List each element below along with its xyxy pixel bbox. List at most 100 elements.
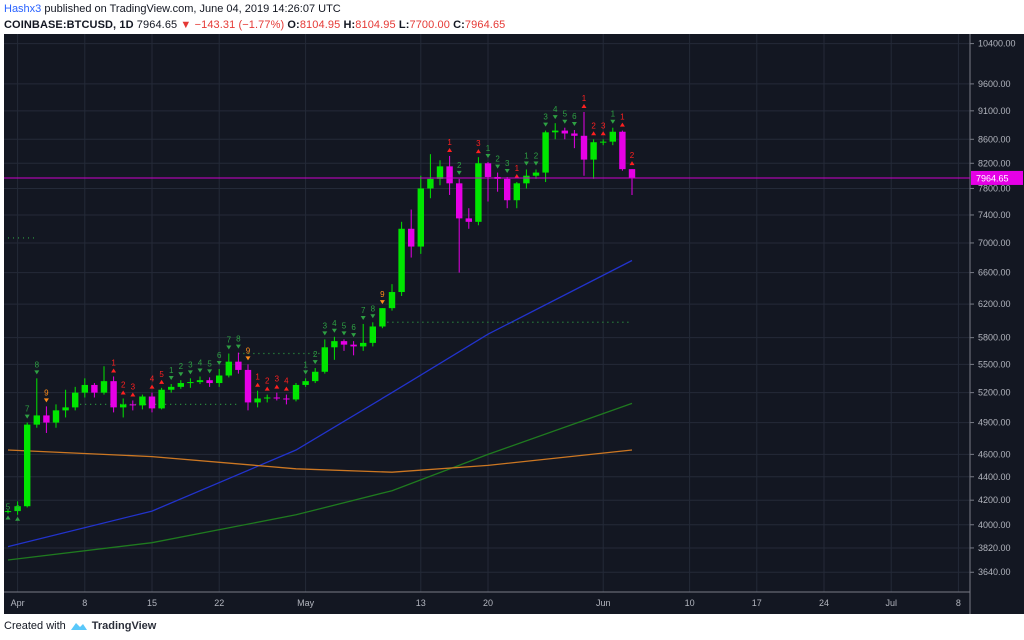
candle-body	[273, 397, 280, 399]
td-arrow	[149, 384, 155, 389]
td-arrow	[197, 368, 203, 373]
candle-body	[24, 424, 31, 507]
td-arrow	[216, 360, 222, 365]
td-arrow	[562, 119, 568, 124]
td-count-label: 2	[630, 151, 635, 160]
candle-body	[532, 172, 540, 176]
td-count-label: 2	[591, 121, 596, 130]
candle-body	[350, 344, 357, 347]
low-value: 7700.00	[409, 19, 450, 31]
td-count-label: 3	[131, 382, 136, 391]
candle-body	[139, 396, 146, 406]
candle-body	[398, 228, 405, 293]
candle-body	[571, 133, 578, 136]
td-arrow	[619, 122, 625, 127]
candle-body	[244, 369, 252, 403]
td-arrow	[351, 333, 357, 338]
candle-body	[235, 361, 242, 370]
high-label: H:	[343, 19, 356, 31]
td-count-label: 6	[15, 504, 20, 513]
td-arrow	[360, 315, 366, 320]
candle-body	[446, 166, 453, 184]
td-arrow	[187, 370, 193, 375]
candle-body	[14, 506, 21, 512]
td-arrow	[264, 386, 270, 391]
td-arrow	[274, 384, 280, 389]
x-tick-label: Apr	[11, 598, 25, 608]
td-count-label: 1	[303, 360, 308, 369]
td-arrow	[322, 331, 328, 336]
change-text: −143.31 (−1.77%)	[194, 19, 285, 31]
td-count-label: 4	[284, 377, 289, 386]
price-axis-background	[970, 34, 1024, 614]
td-count-label: 6	[217, 351, 222, 360]
author-name[interactable]: Hashx3	[4, 3, 42, 15]
moving-average-line	[7, 402, 633, 561]
candle-body	[484, 163, 492, 177]
x-tick-label: 13	[416, 598, 426, 608]
x-tick-label: May	[297, 598, 315, 608]
td-count-label: 3	[601, 121, 606, 130]
candle-body	[436, 166, 444, 179]
close-label: C:	[453, 19, 465, 31]
td-count-label: 8	[35, 360, 40, 369]
moving-average-line	[7, 259, 633, 548]
grid: 10400.00 9600.00 9100.00 8600.00 8200.00 7800…	[4, 34, 1016, 608]
td-arrow	[581, 103, 587, 108]
td-arrow	[168, 375, 174, 380]
td-arrow	[331, 328, 337, 333]
y-tick-label: 4200.00	[978, 495, 1011, 505]
candle-body	[600, 141, 607, 143]
candle-body	[91, 384, 98, 393]
td-arrow	[552, 115, 558, 120]
td-count-label: 1	[255, 373, 260, 382]
last-price-badge	[971, 170, 1023, 185]
td-count-label: 1	[486, 144, 491, 153]
td-arrow	[485, 154, 491, 159]
created-with-text: Created with	[4, 620, 66, 632]
candle-body	[369, 326, 376, 343]
td-count-label: 1	[620, 113, 625, 122]
td-count-label: 3	[505, 159, 510, 168]
candle-body	[187, 382, 194, 384]
y-tick-label: 5800.00	[978, 333, 1011, 343]
td-count-label: 2	[534, 151, 539, 160]
candle-body	[62, 407, 69, 411]
td-arrow	[543, 122, 549, 127]
x-tick-label: 17	[752, 598, 762, 608]
candles	[4, 111, 636, 515]
td-arrow	[571, 122, 577, 127]
x-tick-label: Jul	[885, 598, 897, 608]
y-tick-label: 4400.00	[978, 472, 1011, 482]
candle-body	[129, 404, 136, 406]
td-count-label: 7	[25, 405, 30, 414]
y-tick-label: 8200.00	[978, 158, 1011, 168]
td-count-label: 1	[524, 151, 529, 160]
candle-body	[81, 384, 88, 393]
candle-body	[100, 381, 108, 393]
td-count-label: 5	[342, 321, 347, 330]
candle-body	[148, 396, 156, 409]
td-count-label: 4	[553, 105, 558, 114]
symbol-label: COINBASE:BTCUSD, 1D	[4, 19, 134, 31]
y-tick-label: 8600.00	[978, 134, 1011, 144]
candle-body	[561, 130, 568, 134]
candle-body	[475, 163, 482, 222]
td-count-label: 3	[275, 375, 280, 384]
td-arrow	[600, 131, 606, 136]
candle-body	[628, 169, 636, 178]
td-count-label: 6	[351, 323, 356, 332]
td-arrow	[255, 382, 261, 387]
candle-body	[110, 381, 117, 408]
td-arrow	[235, 344, 241, 349]
tradingview-brand[interactable]: TradingView	[91, 620, 157, 632]
td-arrow	[591, 131, 597, 136]
x-tick-label: 15	[147, 598, 157, 608]
td-arrow	[341, 331, 347, 336]
open-value: 8104.95	[299, 19, 341, 31]
candle-body	[177, 383, 184, 387]
candle-body	[216, 375, 223, 384]
candle-body	[542, 132, 549, 173]
